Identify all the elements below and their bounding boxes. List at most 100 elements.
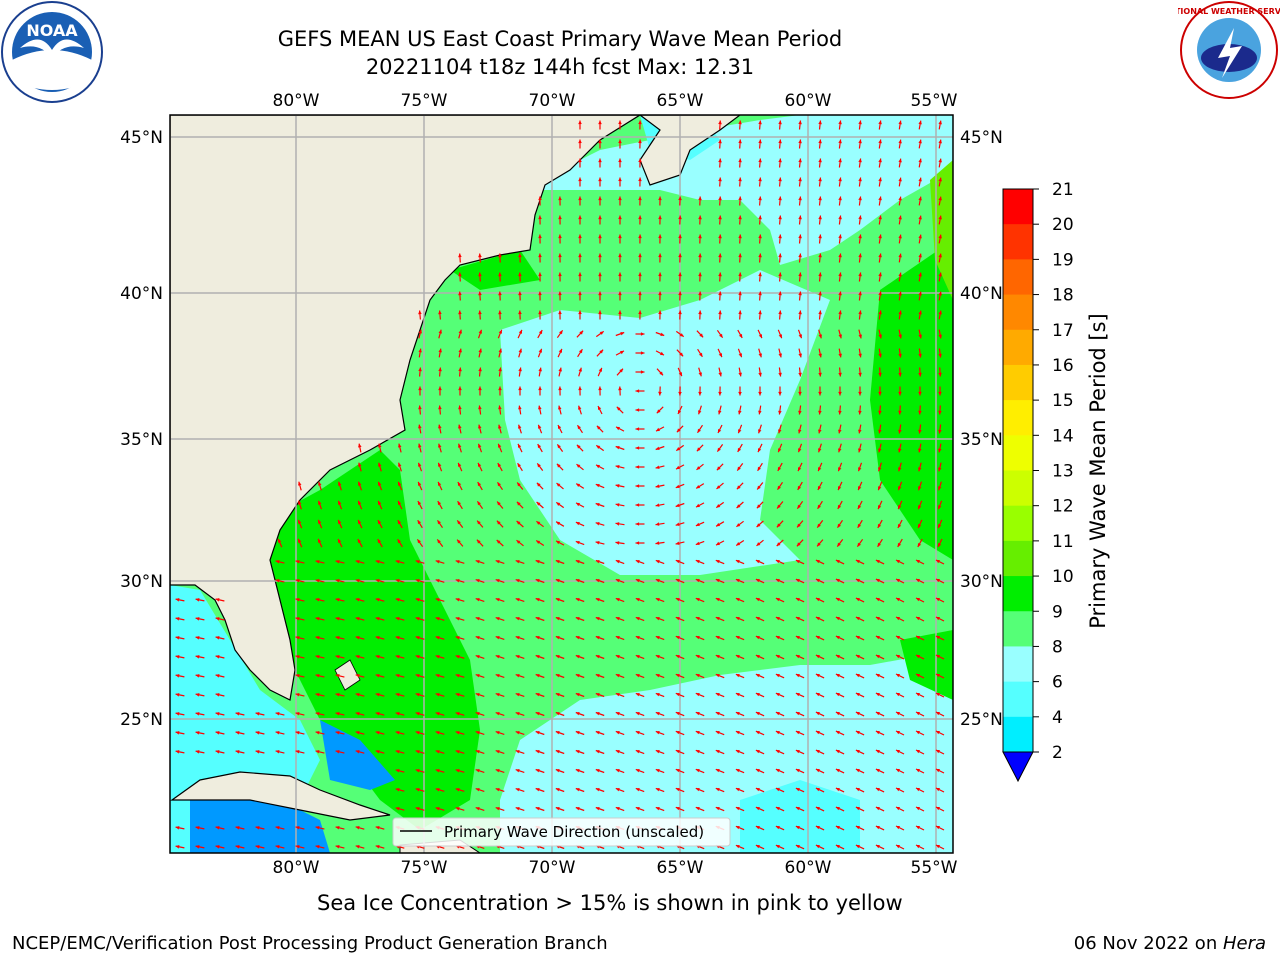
cuba-land	[170, 771, 391, 821]
colorbar-tick-label: 11	[1052, 532, 1074, 552]
wave-arrow-head	[719, 333, 723, 338]
wave-arrow-head	[335, 636, 340, 640]
wave-arrow-head	[556, 521, 561, 526]
wave-arrow-head	[477, 482, 482, 487]
wave-arrow-head	[838, 410, 842, 415]
wave-arrow-head	[696, 447, 701, 452]
wave-arrow-head	[555, 731, 560, 735]
wave-arrow-head	[275, 826, 280, 830]
wave-arrow-head	[215, 845, 220, 849]
wave-arrow-head	[475, 560, 480, 564]
wave-arrow-head	[936, 788, 940, 792]
wave-arrow-head	[938, 253, 942, 258]
wave-arrow-head	[678, 310, 682, 315]
wave-arrow-head	[315, 617, 320, 621]
wave-arrow-head	[415, 750, 420, 754]
wave-arrow-head	[215, 750, 220, 754]
wave-arrow-head	[615, 503, 620, 507]
wave-arrow-head	[838, 139, 842, 144]
wave-arrow-head	[455, 712, 460, 716]
wave-arrow-head	[555, 617, 560, 621]
wave-arrow-head	[818, 391, 822, 396]
wave-arrow-head	[438, 481, 442, 486]
wave-arrow-head	[818, 139, 822, 144]
wave-arrow-head	[695, 731, 700, 735]
wave-arrow-head	[775, 693, 780, 697]
wave-arrow-head	[835, 598, 840, 602]
lon-label-bottom: 60°W	[785, 858, 832, 878]
wave-arrow-head	[916, 807, 920, 811]
wave-arrow-head	[415, 617, 420, 621]
wave-arrow-head	[916, 750, 920, 754]
wave-arrow-head	[797, 504, 801, 509]
wave-arrow-head	[918, 372, 922, 377]
wave-arrow-head	[898, 253, 902, 258]
wave-arrow-head	[576, 444, 581, 449]
wave-arrow-head	[335, 598, 340, 602]
wave-arrow-head	[898, 120, 902, 125]
wave-arrow-head	[877, 523, 882, 528]
wave-arrow-head	[398, 500, 402, 505]
wave-arrow-head	[818, 253, 822, 258]
wave-arrow-head	[878, 310, 882, 315]
wave-arrow-head	[518, 348, 522, 353]
wave-arrow-head	[475, 693, 480, 697]
wave-arrow-head	[835, 769, 840, 773]
wave-arrow-head	[595, 693, 600, 697]
wave-arrow-head	[855, 579, 860, 583]
wave-arrow-head	[558, 310, 562, 315]
wave-arrow-head	[698, 391, 702, 396]
wave-arrow-head	[735, 617, 740, 621]
wave-arrow-head	[618, 291, 622, 296]
wave-arrow-head	[298, 519, 302, 524]
wave-arrow-head	[715, 750, 720, 754]
wave-arrow-head	[658, 310, 662, 315]
wave-arrow-head	[775, 731, 780, 735]
wave-arrow-head	[435, 579, 440, 583]
wave-arrow-head	[758, 158, 762, 163]
wave-arrow-head	[698, 272, 702, 277]
wave-arrow-head	[718, 139, 722, 144]
wave-arrow-head	[295, 655, 300, 659]
wave-arrow-head	[938, 215, 942, 220]
wave-arrow-head	[455, 579, 460, 583]
wave-arrow-head	[575, 522, 580, 526]
wave-arrow-head	[275, 731, 280, 735]
wave-arrow-head	[578, 253, 582, 258]
wave-arrow-head	[457, 539, 461, 544]
wave-arrow-head	[638, 234, 642, 239]
wave-arrow-head	[595, 598, 600, 602]
wave-arrow-head	[758, 429, 762, 434]
wave-arrow-head	[478, 272, 482, 277]
wave-arrow-head	[695, 541, 700, 545]
colorbar-tick-label: 10	[1052, 567, 1074, 587]
wave-arrow-head	[896, 712, 900, 716]
wave-arrow-head	[497, 501, 501, 506]
wave-arrow-head	[635, 769, 640, 773]
wave-arrow-head	[655, 693, 660, 697]
wave-arrow-head	[878, 334, 882, 339]
wave-arrow-head	[535, 579, 540, 583]
wave-arrow-head	[475, 807, 480, 811]
colorbar-band	[1003, 540, 1033, 577]
wave-arrow-head	[936, 845, 940, 849]
wave-arrow-head	[875, 845, 880, 849]
wave-arrow-head	[335, 826, 340, 830]
wave-arrow-head	[535, 617, 540, 621]
wave-arrow-head	[437, 539, 441, 544]
wave-arrow-head	[418, 424, 422, 429]
wave-arrow-head	[398, 462, 402, 467]
wave-arrow-head	[795, 826, 800, 830]
wave-arrow-head	[918, 429, 922, 434]
wave-arrow-head	[358, 500, 362, 505]
wave-arrow-head	[598, 253, 602, 258]
wave-arrow-head	[838, 158, 842, 163]
wave-arrow-head	[655, 579, 660, 583]
wave-arrow-head	[638, 120, 642, 125]
wave-arrow-head	[795, 807, 800, 811]
wave-arrow-head	[695, 560, 700, 564]
wave-arrow-head	[558, 367, 562, 372]
wave-arrow-head	[555, 636, 560, 640]
wave-arrow-head	[575, 712, 580, 716]
wave-arrow-head	[455, 636, 460, 640]
